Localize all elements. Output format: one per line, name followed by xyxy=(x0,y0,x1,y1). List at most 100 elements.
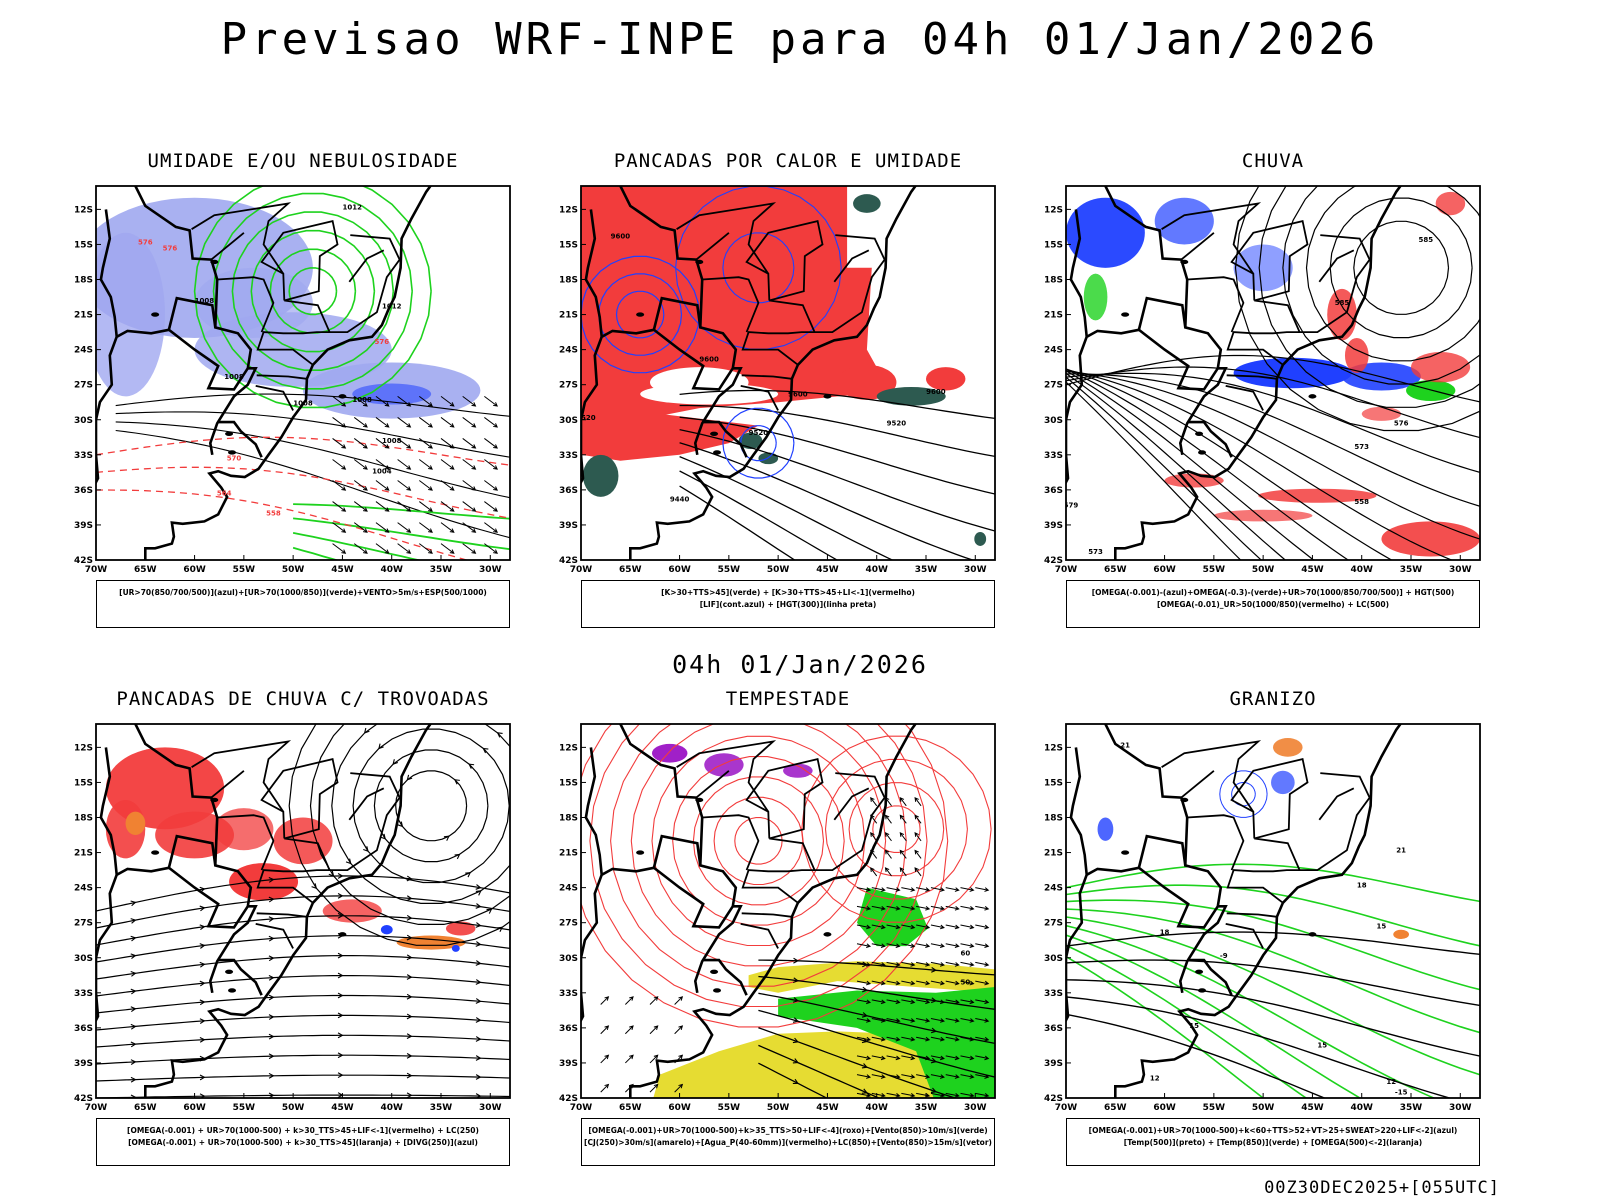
flow-arrow xyxy=(268,1033,275,1040)
flow-arrow xyxy=(931,967,938,973)
lake-marker xyxy=(1121,312,1130,317)
wind-vector xyxy=(397,395,412,407)
y-tick-label: 42S xyxy=(1044,1094,1063,1104)
wind-vector xyxy=(916,1018,931,1023)
state-border xyxy=(1225,385,1264,411)
wind-vector xyxy=(899,849,907,859)
wind-vector xyxy=(484,501,499,512)
shaded-area xyxy=(1406,380,1456,402)
shaded-area xyxy=(704,753,744,777)
flow-arrow xyxy=(475,884,482,890)
lake-marker xyxy=(228,988,237,993)
wind-vector xyxy=(674,996,684,1005)
shaded-area xyxy=(651,743,688,763)
y-tick-label: 12S xyxy=(74,743,93,753)
contour-line xyxy=(1066,979,1480,1057)
wind-vector xyxy=(375,522,390,533)
wind-vector xyxy=(484,543,499,554)
wind-vector xyxy=(600,1054,610,1064)
contour-label: 1012 xyxy=(382,303,402,311)
flow-arrow xyxy=(406,993,413,1000)
x-tick-label: 70W xyxy=(85,565,108,575)
wind-vector xyxy=(462,501,477,512)
state-border xyxy=(740,923,779,949)
x-tick-label: 65W xyxy=(1104,565,1127,575)
x-tick-label: 35W xyxy=(430,565,453,575)
contour-label: 50 xyxy=(961,979,971,987)
contour-line xyxy=(651,735,866,947)
country-border xyxy=(693,367,743,456)
flow-arrow xyxy=(482,747,489,754)
contour-line xyxy=(824,758,968,900)
y-tick-label: 15S xyxy=(74,778,93,788)
contour-line xyxy=(1258,186,1480,408)
coastline xyxy=(1114,186,1403,560)
wind-vector xyxy=(353,522,368,533)
contour-line xyxy=(1066,370,1480,540)
flow-arrow xyxy=(130,1059,137,1065)
y-tick-label: 18S xyxy=(1044,814,1063,824)
y-tick-label: 39S xyxy=(1044,1059,1063,1069)
wind-vector xyxy=(462,522,477,533)
contour-label: 1008 xyxy=(382,437,402,445)
state-border xyxy=(1225,923,1264,949)
map-plot: 70W 65W 60W 55W 50W 45W 40W 35W 30W 12S 15S 18S 21S 2… xyxy=(74,723,511,1113)
main-title: Previsao WRF-INPE para 04h 01/Jan/2026 xyxy=(220,14,1380,65)
contour-label: 12 xyxy=(1150,1074,1160,1082)
shaded-area xyxy=(1097,817,1114,841)
lake-marker xyxy=(636,312,645,317)
y-tick-label: 15S xyxy=(74,240,93,250)
lake-marker xyxy=(1308,394,1317,399)
y-tick-label: 15S xyxy=(1044,240,1063,250)
wind-vector xyxy=(871,1018,886,1023)
wind-vector xyxy=(960,887,975,892)
contour-label: 573 xyxy=(1354,443,1369,451)
wind-vector xyxy=(871,1055,886,1061)
y-tick-label: 21S xyxy=(559,849,578,859)
wind-vector xyxy=(674,1025,684,1035)
legend-box: [UR>70(850/700/500)](azul)+[UR>70(1000/8… xyxy=(96,580,510,628)
lake-marker xyxy=(338,932,347,937)
wind-vector xyxy=(945,961,960,967)
lake-marker xyxy=(823,932,832,937)
contour-line xyxy=(679,442,975,560)
shaded-area xyxy=(778,987,995,1098)
panel-title: CHUVA xyxy=(1241,150,1305,172)
wind-vector xyxy=(600,996,610,1005)
country-border xyxy=(96,328,170,486)
wind-vector xyxy=(332,417,347,428)
y-tick-label: 30S xyxy=(74,954,93,964)
contour-line xyxy=(679,389,995,420)
country-border xyxy=(703,420,748,458)
state-border xyxy=(256,331,330,366)
wind-vector xyxy=(975,887,990,892)
legend-box: [K>30+TTS>45](verde) + [K>30+TTS>45+LI<-… xyxy=(581,580,995,628)
contour-line xyxy=(96,1054,510,1065)
x-tick-label: 45W xyxy=(816,1103,839,1113)
wind-vector xyxy=(397,459,412,470)
wind-vector xyxy=(375,395,390,407)
flow-arrow xyxy=(268,994,275,1001)
flow-arrow xyxy=(268,1072,275,1079)
shaded-area xyxy=(1435,191,1466,216)
x-tick-label: 30W xyxy=(479,565,502,575)
flow-arrow xyxy=(199,905,206,912)
wind-vector xyxy=(870,832,878,842)
wind-vector xyxy=(484,459,499,470)
y-tick-label: 39S xyxy=(74,1059,93,1069)
contour-line xyxy=(1066,959,1480,1007)
legend-text: [Temp(500)](preto) + [Temp(850)](verde) … xyxy=(1123,1138,1423,1147)
flow-arrow xyxy=(397,821,404,828)
x-tick-label: 70W xyxy=(570,1103,593,1113)
shaded-area xyxy=(640,383,779,405)
x-tick-label: 55W xyxy=(233,565,256,575)
flow-arrow xyxy=(199,1036,206,1043)
x-tick-label: 45W xyxy=(1301,1103,1324,1113)
x-tick-label: 50W xyxy=(1252,565,1275,575)
wind-vector xyxy=(871,980,886,986)
flow-arrow xyxy=(497,926,504,933)
wind-vector xyxy=(899,796,907,807)
contour-line xyxy=(1066,376,1263,560)
y-tick-label: 42S xyxy=(1044,556,1063,566)
wind-vector xyxy=(975,1092,990,1098)
